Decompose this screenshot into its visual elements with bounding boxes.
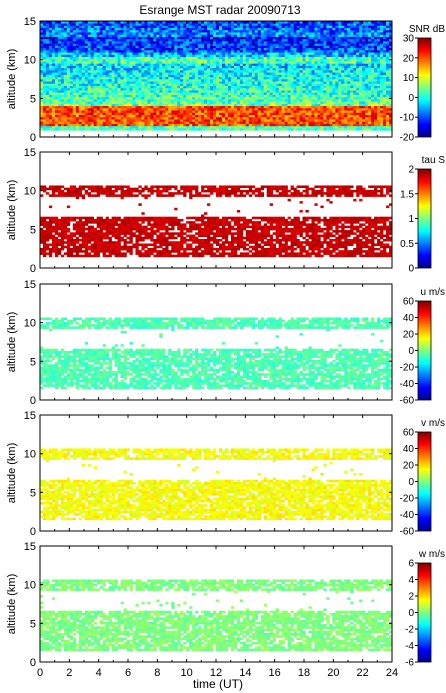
colorbar-tick-label: -4 <box>405 641 414 652</box>
x-tick-label: 20 <box>327 667 339 679</box>
y-tick-label: 0 <box>30 132 36 144</box>
y-tick-label: 10 <box>24 580 36 592</box>
x-tick-label: 22 <box>357 667 369 679</box>
panel-1-data-field <box>40 21 392 131</box>
y-tick-label: 15 <box>24 16 36 28</box>
colorbar-label: u m/s <box>421 287 445 298</box>
x-axis-tick-labels: 0 2 4 6 8 10 12 14 16 18 20 22 24 <box>37 667 398 679</box>
panel-2: 0 5 10 15 altitude (km) tau S 2 1.5 1 0.5 0 <box>6 147 445 275</box>
colorbar-tick-label: -2 <box>405 625 414 636</box>
y-tick-label: 10 <box>24 318 36 330</box>
colorbar-tick-label: 4 <box>408 575 414 586</box>
colorbar-tick-label: 2 <box>408 592 414 603</box>
colorbar-tick-label: 0.5 <box>400 239 414 250</box>
colorbar-2 <box>417 168 432 269</box>
x-tick-label: 10 <box>181 667 193 679</box>
colorbar-tick-label: 60 <box>403 428 415 439</box>
y-axis-label: altitude (km) <box>6 312 18 373</box>
colorbar-1 <box>417 37 432 138</box>
colorbar-tick-label: 1 <box>408 214 414 225</box>
x-tick-label: 14 <box>239 667 251 679</box>
x-axis-label: time (UT) <box>193 677 243 691</box>
y-tick-label: 5 <box>30 224 36 236</box>
x-tick-label: 6 <box>125 667 131 679</box>
colorbar-tick-label: 60 <box>403 297 415 308</box>
y-tick-label: 15 <box>24 279 36 291</box>
colorbar-tick-label: -20 <box>400 494 415 505</box>
colorbar-tick-label: -40 <box>400 510 415 521</box>
colorbar-tick-label: 0 <box>408 93 414 104</box>
colorbar-tick-label: -60 <box>400 396 415 407</box>
x-tick-label: 2 <box>66 667 72 679</box>
x-tick-label: 0 <box>37 667 43 679</box>
y-tick-label: 10 <box>24 186 36 198</box>
colorbar-4 <box>417 431 432 532</box>
x-tick-label: 4 <box>96 667 102 679</box>
y-tick-label: 0 <box>30 657 36 669</box>
panel-5-data-field <box>40 579 392 652</box>
y-axis-label: altitude (km) <box>6 49 18 110</box>
colorbar-tick-label: 30 <box>403 34 415 45</box>
y-axis-label: altitude (km) <box>6 180 18 241</box>
colorbar-3 <box>417 300 432 401</box>
colorbar-label: tau S <box>422 155 446 166</box>
y-tick-label: 15 <box>24 410 36 422</box>
y-tick-label: 5 <box>30 93 36 105</box>
colorbar-tick-label: 20 <box>403 330 415 341</box>
colorbar-tick-label: 0 <box>408 477 414 488</box>
colorbar-tick-label: 0 <box>408 346 414 357</box>
colorbar-5 <box>417 562 432 663</box>
y-tick-label: 10 <box>24 449 36 461</box>
colorbar-tick-label: 40 <box>403 313 415 324</box>
colorbar-tick-label: -20 <box>400 363 415 374</box>
colorbar-tick-label: -40 <box>400 379 415 390</box>
chart-title: Esrange MST radar 20090713 <box>139 3 301 17</box>
colorbar-label: SNR dB <box>409 24 445 35</box>
panel-5: 0 5 10 15 altitude (km) w m/s 6 4 2 0 -2 -4 -6 <box>6 541 445 669</box>
panel-4-data-field <box>40 448 392 521</box>
x-tick-label: 24 <box>386 667 398 679</box>
y-tick-label: 10 <box>24 55 36 67</box>
colorbar-tick-label: -60 <box>400 527 415 538</box>
colorbar-tick-label: 0 <box>408 608 414 619</box>
panel-3-data-field <box>40 317 392 390</box>
colorbar-tick-label: 10 <box>403 73 415 84</box>
y-tick-label: 0 <box>30 263 36 275</box>
panel-4: 0 5 10 15 altitude (km) v m/s 60 40 20 0 -20 -40 -60 <box>6 410 445 538</box>
y-tick-label: 5 <box>30 618 36 630</box>
panel-2-data-field <box>40 185 392 258</box>
x-tick-label: 8 <box>154 667 160 679</box>
y-axis-label: altitude (km) <box>6 574 18 635</box>
x-tick-label: 12 <box>210 667 222 679</box>
colorbar-label: w m/s <box>418 549 445 560</box>
y-tick-label: 15 <box>24 541 36 553</box>
colorbar-tick-label: 2 <box>408 165 414 176</box>
colorbar-tick-label: 1.5 <box>400 189 414 200</box>
y-axis-label: altitude (km) <box>6 443 18 504</box>
panel-3: 0 5 10 15 altitude (km) u m/s 60 40 20 0 -20 -40 -60 <box>6 279 445 407</box>
colorbar-tick-label: -10 <box>400 113 415 124</box>
y-tick-label: 5 <box>30 356 36 368</box>
colorbar-tick-label: -20 <box>400 133 415 144</box>
x-tick-label: 16 <box>269 667 281 679</box>
colorbar-tick-label: 40 <box>403 444 415 455</box>
colorbar-tick-label: 0 <box>408 264 414 275</box>
x-tick-label: 18 <box>298 667 310 679</box>
y-tick-label: 0 <box>30 526 36 538</box>
colorbar-tick-label: -6 <box>405 658 414 669</box>
y-tick-label: 5 <box>30 487 36 499</box>
colorbar-tick-label: 20 <box>403 53 415 64</box>
colorbar-tick-label: 20 <box>403 461 415 472</box>
colorbar-tick-label: 6 <box>408 559 414 570</box>
y-tick-label: 0 <box>30 395 36 407</box>
y-tick-label: 15 <box>24 147 36 159</box>
colorbar-label: v m/s <box>421 418 445 429</box>
